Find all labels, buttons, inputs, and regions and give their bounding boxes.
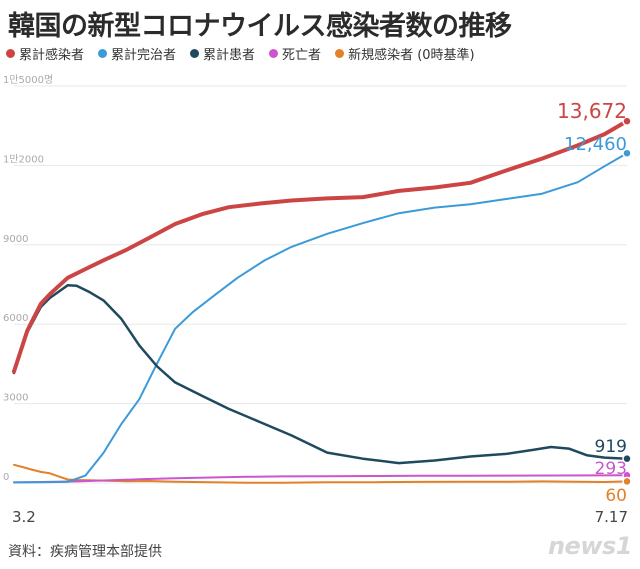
end-value-label-active: 919	[595, 437, 627, 457]
legend-label: 累計患者	[203, 48, 256, 63]
y-tick-label: 9000	[3, 234, 28, 245]
end-marker-active	[622, 453, 632, 464]
series-line-active	[12, 284, 629, 465]
end-marker-recovered	[622, 148, 632, 158]
legend-dot-icon	[190, 49, 200, 58]
legend-label: 新規感染者 (0時基準)	[348, 48, 475, 63]
series-line-new	[13, 463, 628, 484]
legend-label: 死亡者	[282, 48, 322, 63]
legend-item-recovered: 累計完治者	[98, 44, 176, 63]
page-title: 韓国の新型コロナウイルス感染者数の推移	[8, 11, 512, 42]
legend-label: 累計完治者	[111, 48, 177, 63]
y-tick-label: 1만2000	[3, 153, 44, 165]
end-value-label-confirmed: 13,672	[557, 99, 627, 123]
y-tick-label: 6000	[3, 313, 28, 324]
end-marker-confirmed	[622, 116, 632, 126]
end-value-label-deaths: 293	[595, 459, 627, 479]
legend-label: 累計感染者	[19, 48, 85, 63]
y-tick-label: 3000	[3, 393, 28, 404]
legend-dot-icon	[335, 49, 345, 58]
legend-item-deaths: 死亡者	[269, 44, 321, 63]
source-note: 資料：疾病管理本部提供	[8, 544, 162, 560]
end-value-label-recovered: 12,460	[564, 134, 627, 155]
news1-logo: news1	[547, 532, 633, 560]
series-line-deaths	[13, 474, 628, 484]
y-tick-label: 0	[3, 472, 9, 483]
legend-dot-icon	[6, 49, 15, 58]
legend-item-confirmed: 累計感染者	[6, 44, 84, 63]
legend-dot-icon	[269, 49, 279, 58]
legend-dot-icon	[98, 49, 108, 58]
x-tick-label-end: 7.17	[595, 508, 628, 526]
x-tick-label-start: 3.2	[12, 508, 36, 526]
series-line-recovered	[13, 152, 628, 484]
chart-legend: 累計感染者 累計完治者 累計患者 死亡者 新規感染者 (0時基準)	[6, 44, 475, 63]
end-value-label-new: 60	[605, 486, 627, 506]
y-tick-label: 1만5000명	[3, 74, 53, 86]
series-line-confirmed	[12, 119, 629, 374]
legend-item-new: 新規感染者 (0時基準)	[335, 44, 475, 63]
end-marker-new	[622, 476, 632, 487]
legend-item-active: 累計患者	[190, 44, 255, 63]
